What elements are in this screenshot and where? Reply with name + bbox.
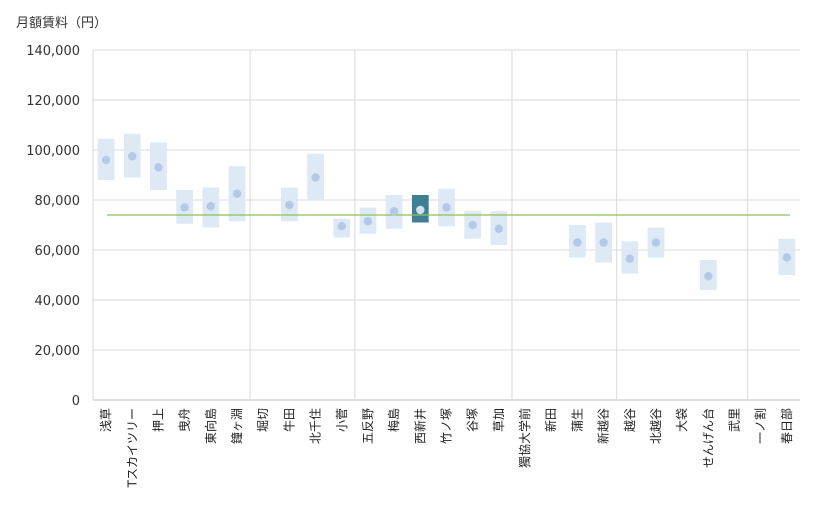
x-tick-label: Tスカイツリー bbox=[125, 408, 139, 488]
average-dot bbox=[782, 253, 792, 262]
average-dot bbox=[128, 152, 137, 161]
x-tick-label: 梅島 bbox=[386, 408, 401, 432]
average-dot bbox=[468, 220, 477, 230]
x-tick-label: 大袋 bbox=[675, 408, 689, 432]
x-tick-label: 武里 bbox=[728, 408, 742, 432]
x-tick-label: 東向島 bbox=[203, 408, 218, 444]
average-dot bbox=[232, 189, 242, 198]
average-dot bbox=[363, 217, 373, 226]
x-tick-label: 新越谷 bbox=[596, 408, 611, 444]
x-tick-label: 堀切 bbox=[255, 408, 270, 432]
y-tick-label: 120,000 bbox=[26, 94, 80, 109]
average-dot bbox=[101, 155, 111, 165]
y-tick-label: 40,000 bbox=[35, 294, 81, 309]
x-tick-label: 鐘ヶ淵 bbox=[229, 408, 244, 444]
y-tick-label: 80,000 bbox=[35, 194, 81, 209]
average-dot bbox=[180, 203, 189, 212]
average-dot bbox=[442, 203, 451, 212]
average-dot bbox=[599, 238, 608, 247]
average-dot bbox=[285, 200, 294, 210]
average-dot bbox=[389, 207, 399, 216]
y-tick-label: 100,000 bbox=[26, 144, 80, 159]
y-tick-label: 20,000 bbox=[35, 344, 81, 359]
x-tick-label: 春日部 bbox=[779, 408, 794, 444]
x-tick-label: 一ノ割 bbox=[753, 408, 768, 444]
average-dot bbox=[494, 224, 504, 233]
x-tick-label: 五反野 bbox=[361, 408, 375, 444]
average-dot bbox=[704, 272, 713, 281]
x-tick-label: 草加 bbox=[492, 408, 506, 432]
average-dot bbox=[625, 254, 634, 263]
x-tick-label: せんげん台 bbox=[700, 408, 715, 468]
average-dot bbox=[416, 205, 425, 215]
y-tick-label: 0 bbox=[72, 394, 80, 409]
x-tick-label: 獨協大学前 bbox=[517, 408, 532, 468]
average-dot bbox=[206, 202, 216, 211]
average-dot bbox=[311, 173, 320, 182]
x-tick-label: 谷塚 bbox=[466, 408, 480, 432]
y-tick-label: 60,000 bbox=[35, 244, 81, 259]
x-tick-label: 西新井 bbox=[412, 408, 427, 444]
average-dot bbox=[154, 163, 163, 172]
x-tick-label: 曳舟 bbox=[178, 408, 192, 432]
x-tick-label: 北千住 bbox=[309, 408, 323, 444]
x-tick-label: 新田 bbox=[543, 408, 558, 432]
x-tick-label: 蒲生 bbox=[570, 408, 584, 432]
average-dot bbox=[651, 238, 661, 247]
average-dot bbox=[573, 238, 582, 247]
x-tick-label: 浅草 bbox=[99, 408, 113, 432]
x-tick-label: 越谷 bbox=[623, 408, 637, 432]
average-dot bbox=[337, 222, 346, 231]
y-tick-label: 140,000 bbox=[26, 44, 80, 59]
x-tick-label: 小菅 bbox=[335, 408, 349, 432]
x-tick-label: 竹ノ塚 bbox=[440, 408, 454, 444]
x-tick-label: 北越谷 bbox=[649, 408, 663, 444]
x-tick-label: 押上 bbox=[151, 408, 165, 432]
y-axis-title: 月額賃料（円） bbox=[16, 16, 108, 31]
x-tick-label: 牛田 bbox=[281, 408, 296, 432]
